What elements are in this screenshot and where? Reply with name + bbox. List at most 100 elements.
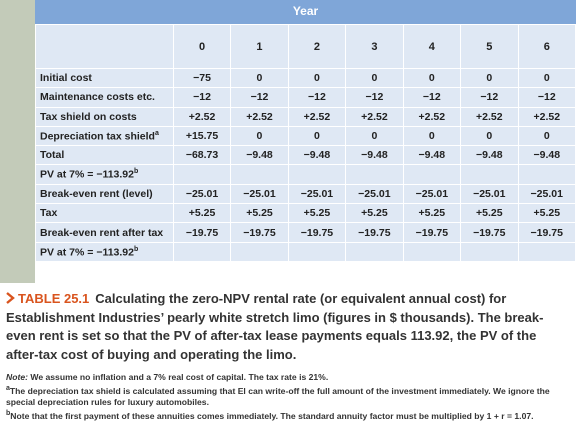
empty-cell (172, 241, 232, 262)
cell: +5.25 (460, 203, 519, 224)
note-lead: Note: (6, 372, 28, 382)
chevron-icon (6, 292, 15, 304)
column-header: 6 (517, 24, 576, 69)
empty-cell (230, 241, 289, 262)
column-header: 3 (345, 24, 404, 69)
cell: −19.75 (230, 222, 289, 243)
cell: 0 (402, 125, 462, 147)
empty-cell (172, 164, 232, 185)
cell: +2.52 (230, 106, 289, 127)
cell: 0 (402, 67, 462, 89)
note-text: We assume no inflation and a 7% real cos… (30, 372, 329, 382)
cell: +5.25 (230, 203, 289, 224)
caption-label: TABLE 25.1 (18, 291, 90, 306)
table-row: PV at 7% = −113.92b (35, 241, 576, 262)
table-row: Depreciation tax shielda +15.75 0 0 0 0 0 0 (35, 125, 576, 147)
row-label: Total (35, 145, 174, 166)
cell: +15.75 (172, 125, 232, 147)
row-label-text: Initial cost (40, 72, 92, 85)
cell: −12 (172, 87, 232, 108)
cell: −19.75 (345, 222, 404, 243)
footnote-mark: a (154, 129, 159, 137)
table-row: Initial cost −75 0 0 0 0 0 0 (35, 67, 576, 89)
table-row: Tax shield on costs +2.52 +2.52 +2.52 +2.52 +… (35, 106, 576, 127)
cell: 0 (345, 125, 404, 147)
cell: −19.75 (287, 222, 347, 243)
caption: TABLE 25.1 Calculating the zero-NPV renta… (6, 290, 572, 364)
cell: 0 (517, 125, 576, 147)
cell: −12 (345, 87, 404, 108)
cell: 0 (287, 125, 347, 147)
cell: −9.48 (460, 145, 519, 166)
row-label: Initial cost (35, 67, 174, 89)
row-label-text: Maintenance costs etc. (40, 91, 155, 104)
cell: −75 (172, 67, 232, 89)
row-label: Depreciation tax shielda (35, 125, 174, 147)
column-header: 1 (230, 24, 289, 69)
column-header: 4 (402, 24, 462, 69)
column-header: 0 (172, 24, 232, 69)
side-stripe (0, 0, 35, 283)
cell: 0 (230, 67, 289, 89)
footnote: bNote that the first payment of these an… (6, 408, 572, 422)
column-header: 2 (287, 24, 347, 69)
row-label: PV at 7% = −113.92b (35, 241, 174, 262)
cell: +2.52 (287, 106, 347, 127)
row-label-text: Break-even rent (level) (40, 187, 153, 200)
data-table: 0 1 2 3 4 5 6 Initial cost −75 0 0 0 0 0 0 Maintenance … (35, 24, 576, 262)
empty-cell (230, 164, 289, 185)
footnote-mark: b (6, 409, 11, 417)
cell: +5.25 (172, 203, 232, 224)
table-row: Break-even rent after tax −19.75 −19.75 −19… (35, 222, 576, 243)
cell: 0 (345, 67, 404, 89)
cell: −25.01 (402, 183, 462, 205)
empty-cell (345, 241, 404, 262)
cell: −25.01 (172, 183, 232, 205)
cell: 0 (460, 67, 519, 89)
column-header: 5 (460, 24, 519, 69)
cell: +5.25 (517, 203, 576, 224)
row-label-text: Total (40, 149, 65, 162)
row-label: PV at 7% = −113.92b (35, 164, 174, 185)
footnote-text: The depreciation tax shield is calculate… (6, 385, 550, 407)
footnote-text: Note that the first payment of these ann… (10, 410, 534, 421)
cell: −9.48 (517, 145, 576, 166)
table-row: Break-even rent (level) −25.01 −25.01 −25.0… (35, 183, 576, 205)
cell: −19.75 (460, 222, 519, 243)
cell: +2.52 (402, 106, 462, 127)
cell: −12 (517, 87, 576, 108)
footnote-mark: a (6, 385, 10, 392)
cell: +2.52 (460, 106, 519, 127)
cell: −19.75 (402, 222, 462, 243)
footnote-mark: b (134, 168, 139, 176)
row-label-text: Tax shield on costs (40, 110, 137, 123)
footnote: aThe depreciation tax shield is calculat… (6, 383, 572, 408)
empty-cell (287, 241, 347, 262)
cell: +5.25 (287, 203, 347, 224)
row-label: Tax shield on costs (35, 106, 174, 127)
row-label-text: Depreciation tax shield (40, 130, 155, 143)
cell: −25.01 (345, 183, 404, 205)
year-header: Year (35, 0, 576, 24)
table-row: PV at 7% = −113.92b (35, 164, 576, 185)
cell: +2.52 (172, 106, 232, 127)
cell: +2.52 (517, 106, 576, 127)
cell: +2.52 (345, 106, 404, 127)
cell: −19.75 (172, 222, 232, 243)
cell: −9.48 (402, 145, 462, 166)
row-label: Break-even rent (level) (35, 183, 174, 205)
cell: −9.48 (345, 145, 404, 166)
corner-cell (35, 24, 174, 69)
cell: −68.73 (172, 145, 232, 166)
empty-cell (402, 241, 462, 262)
cell: −9.48 (230, 145, 289, 166)
row-label-text: PV at 7% = −113.92 (40, 246, 134, 259)
empty-cell (345, 164, 404, 185)
row-label: Tax (35, 203, 174, 224)
cell: +5.25 (345, 203, 404, 224)
cell: 0 (517, 67, 576, 89)
cell: 0 (460, 125, 519, 147)
empty-cell (460, 164, 519, 185)
